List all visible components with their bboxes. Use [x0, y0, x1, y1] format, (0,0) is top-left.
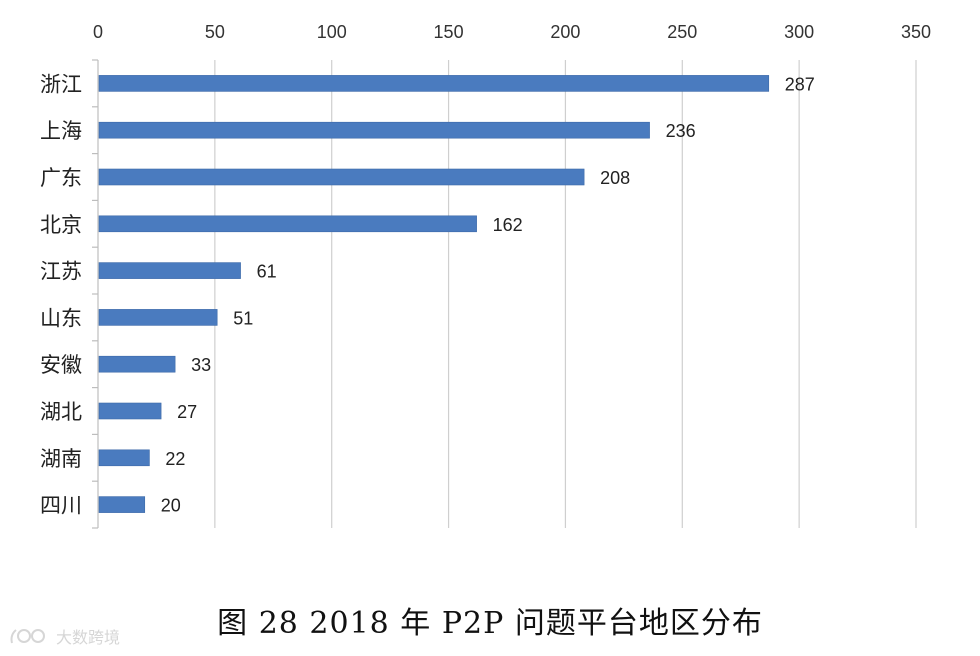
watermark-text: 大数跨境 — [56, 628, 121, 647]
data-label: 287 — [785, 74, 815, 94]
bar — [98, 168, 585, 186]
category-label: 北京 — [40, 213, 82, 237]
data-labels: 287 236 208 162 61 51 33 27 22 20 — [161, 74, 815, 515]
x-tick-label: 250 — [667, 22, 697, 42]
category-label: 浙江 — [40, 72, 82, 96]
x-tick-label: 200 — [550, 22, 580, 42]
x-tick-label: 100 — [317, 22, 347, 42]
x-tick-label: 0 — [93, 22, 103, 42]
x-tick-label: 300 — [784, 22, 814, 42]
data-label: 61 — [257, 262, 277, 282]
bar — [98, 121, 650, 139]
category-label: 湖南 — [40, 447, 82, 471]
x-tick-label: 50 — [205, 22, 225, 42]
watermark: 大数跨境 — [8, 624, 120, 648]
x-axis-ticks: 0 50 100 150 200 250 300 350 — [93, 22, 931, 42]
data-label: 208 — [600, 168, 630, 188]
bar-chart: 0 50 100 150 200 250 300 350 浙江上海广东北京江苏山东安徽湖北湖南… — [40, 22, 931, 529]
x-tick-label: 150 — [434, 22, 464, 42]
data-label: 236 — [666, 121, 696, 141]
category-label: 广东 — [40, 166, 82, 190]
category-label: 湖北 — [40, 400, 82, 424]
bar — [98, 355, 176, 373]
data-label: 27 — [177, 402, 197, 422]
data-label: 20 — [161, 496, 181, 516]
category-label: 安徽 — [40, 353, 82, 377]
x-tick-label: 350 — [901, 22, 931, 42]
axes — [92, 59, 99, 529]
data-label: 33 — [191, 355, 211, 375]
category-label: 上海 — [40, 119, 82, 143]
category-label: 山东 — [40, 306, 82, 330]
bar — [98, 75, 770, 92]
bar — [98, 496, 146, 513]
bar — [98, 449, 150, 467]
category-label: 江苏 — [40, 260, 82, 284]
chart-title: 图 28 2018 年 P2P 问题平台地区分布 — [217, 606, 763, 641]
bars — [98, 75, 770, 513]
bar — [98, 402, 162, 420]
data-label: 162 — [493, 215, 523, 235]
watermark-logo-icon — [10, 629, 45, 644]
bar — [98, 309, 218, 326]
category-label: 四川 — [40, 494, 82, 518]
data-label: 51 — [233, 308, 253, 328]
bar — [98, 215, 477, 233]
bar — [98, 262, 241, 279]
data-label: 22 — [165, 449, 185, 469]
